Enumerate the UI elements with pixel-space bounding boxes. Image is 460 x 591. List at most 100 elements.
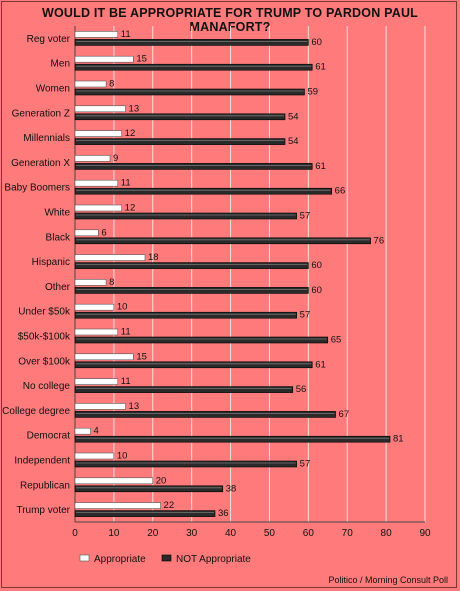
bar-value-appropriate: 4: [94, 426, 99, 437]
bar-not-appropriate: [74, 163, 313, 170]
category-label: Black: [46, 232, 71, 243]
bar-appropriate: [74, 80, 107, 88]
bar-value-not-appropriate: 57: [300, 459, 311, 470]
bar-not-appropriate: [74, 39, 309, 46]
bar-not-appropriate: [74, 287, 309, 294]
bar-not-appropriate: [74, 386, 294, 393]
bar-value-appropriate: 15: [136, 351, 147, 362]
bar-value-appropriate: 10: [117, 302, 128, 313]
bar-appropriate: [74, 31, 119, 38]
bar-not-appropriate: [74, 510, 216, 517]
x-tick-label: 50: [264, 528, 276, 539]
bar-value-appropriate: 18: [148, 252, 159, 263]
bar-not-appropriate: [74, 435, 391, 443]
bar-appropriate: [74, 130, 122, 137]
bar-value-not-appropriate: 54: [288, 136, 299, 147]
bar-value-not-appropriate: 56: [296, 384, 307, 395]
legend-label-appropriate: Appropriate: [94, 554, 146, 565]
bar-value-appropriate: 10: [117, 451, 128, 462]
bar-value-appropriate: 11: [121, 376, 131, 387]
bar-value-appropriate: 8: [109, 79, 114, 90]
x-tick-label: 90: [419, 528, 431, 539]
bar-appropriate: [74, 179, 119, 187]
category-label: Republican: [20, 480, 70, 491]
bar-value-not-appropriate: 36: [218, 508, 229, 519]
category-label: Reg voter: [27, 34, 71, 45]
category-label: College degree: [2, 406, 70, 417]
bar-appropriate: [74, 427, 91, 435]
bar-value-appropriate: 12: [125, 203, 136, 214]
bar-not-appropriate: [74, 212, 297, 220]
bar-value-not-appropriate: 60: [311, 260, 322, 271]
bar-value-not-appropriate: 38: [226, 483, 237, 494]
bar-not-appropriate: [74, 237, 371, 245]
bar-value-not-appropriate: 60: [311, 37, 322, 48]
bar-value-appropriate: 11: [121, 29, 131, 40]
source-note: Politico / Morning Consult Poll: [328, 575, 448, 585]
bar-value-appropriate: 11: [121, 178, 131, 189]
bar-appropriate: [74, 403, 126, 410]
bar-value-appropriate: 13: [129, 401, 140, 412]
legend-label-not-appropriate: NOT Appropriate: [176, 554, 251, 565]
category-label: Millennials: [23, 133, 70, 144]
bar-value-appropriate: 22: [164, 500, 175, 511]
x-tick-label: 40: [225, 528, 237, 539]
bar-appropriate: [74, 303, 115, 311]
bar-appropriate: [74, 155, 111, 162]
bar-value-not-appropriate: 81: [393, 434, 404, 445]
bar-not-appropriate: [74, 113, 286, 121]
bar-value-appropriate: 20: [156, 475, 167, 486]
bar-not-appropriate: [74, 187, 332, 195]
bar-appropriate: [74, 55, 134, 63]
category-label: Women: [36, 84, 70, 95]
x-tick-label: 0: [72, 528, 78, 539]
bar-value-appropriate: 9: [113, 153, 118, 164]
bar-appropriate: [74, 279, 107, 286]
bar-value-not-appropriate: 61: [315, 161, 326, 172]
category-label: Under $50k: [18, 307, 71, 318]
x-tick-label: 30: [186, 528, 198, 539]
bar-value-not-appropriate: 57: [300, 310, 311, 321]
x-tick-label: 20: [147, 528, 159, 539]
category-label: Independent: [14, 456, 70, 467]
bar-value-not-appropriate: 61: [315, 359, 326, 370]
category-label: Other: [45, 282, 71, 293]
category-label: Generation X: [11, 158, 70, 169]
bar-value-not-appropriate: 60: [311, 285, 322, 296]
bar-value-not-appropriate: 65: [331, 335, 342, 346]
bar-appropriate: [74, 452, 115, 460]
x-tick-label: 70: [342, 528, 354, 539]
category-label: Men: [51, 59, 70, 70]
bar-value-appropriate: 8: [109, 277, 114, 288]
bar-value-not-appropriate: 76: [374, 235, 385, 246]
category-label: Generation Z: [12, 108, 70, 119]
category-label: Over $100k: [18, 356, 71, 367]
bar-value-not-appropriate: 54: [288, 111, 299, 122]
bar-appropriate: [74, 229, 99, 237]
chart-title: WOULD IT BE APPROPRIATE FOR TRUMP TO PAR…: [41, 6, 419, 34]
bar-value-not-appropriate: 61: [315, 62, 326, 73]
bar-not-appropriate: [74, 411, 336, 418]
bar-value-appropriate: 12: [125, 128, 136, 139]
bar-appropriate: [74, 254, 146, 261]
bar-appropriate: [74, 204, 122, 212]
bar-not-appropriate: [74, 138, 286, 145]
bar-value-appropriate: 11: [121, 327, 131, 338]
bar-appropriate: [74, 378, 119, 385]
category-label: Hispanic: [32, 257, 70, 268]
bar-value-not-appropriate: 66: [335, 186, 346, 197]
category-label: White: [44, 208, 70, 219]
bar-not-appropriate: [74, 361, 313, 369]
category-label: $50k-$100k: [18, 332, 71, 343]
category-label: Baby Boomers: [4, 183, 70, 194]
bar-appropriate: [74, 477, 154, 485]
bar-not-appropriate: [74, 63, 313, 71]
bar-appropriate: [74, 105, 126, 113]
bar-value-appropriate: 13: [129, 103, 140, 114]
bar-not-appropriate: [74, 88, 305, 96]
bar-value-not-appropriate: 59: [307, 87, 318, 98]
legend-swatch-not-appropriate: [161, 554, 172, 562]
bar-value-appropriate: 6: [101, 227, 106, 238]
